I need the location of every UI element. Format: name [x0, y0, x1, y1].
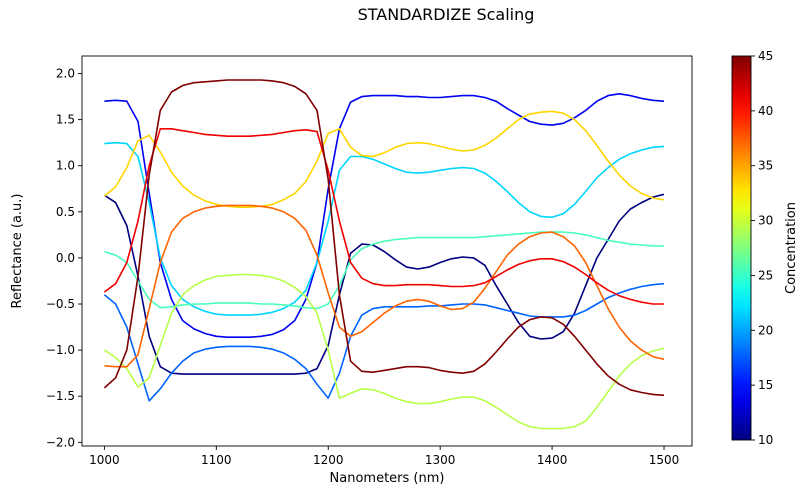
y-tick-label: 1.5 — [56, 113, 75, 127]
x-tick-label: 1200 — [313, 453, 344, 467]
series-line-17.8 — [103, 282, 665, 402]
x-axis: 1000 1100 1200 1300 1400 1500 — [89, 446, 679, 467]
y-axis: −2.0 −1.5 −1.0 −0.5 0.0 0.5 1.0 1.5 2.0 — [46, 67, 82, 449]
colorbar-tick-label: 35 — [758, 159, 773, 173]
y-tick-label: 0.5 — [56, 205, 75, 219]
y-tick-label: −0.5 — [46, 297, 75, 311]
x-tick-label: 1100 — [201, 453, 232, 467]
x-tick-label: 1500 — [649, 453, 680, 467]
y-axis-label: Reflectance (a.u.) — [10, 194, 25, 309]
series-lines — [103, 79, 665, 430]
x-tick-label: 1300 — [425, 453, 456, 467]
x-axis-label: Nanometers (nm) — [330, 471, 445, 486]
colorbar — [731, 55, 752, 441]
y-tick-label: −2.0 — [46, 435, 75, 449]
y-tick-label: 1.0 — [56, 159, 75, 173]
x-tick-label: 1000 — [89, 453, 120, 467]
colorbar-tick-label: 40 — [758, 104, 773, 118]
series-line-10.0 — [103, 193, 665, 375]
colorbar-tick-label: 30 — [758, 214, 773, 228]
colorbar-tick-label: 15 — [758, 378, 773, 392]
y-tick-label: −1.0 — [46, 343, 75, 357]
y-tick-label: 0.0 — [56, 251, 75, 265]
chart-title: STANDARDIZE Scaling — [358, 5, 535, 24]
colorbar-tick-label: 45 — [758, 49, 773, 63]
y-tick-label: −1.5 — [46, 389, 75, 403]
colorbar-tick-label: 25 — [758, 268, 773, 282]
series-line-33.3 — [103, 110, 665, 208]
series-line-45.0 — [103, 79, 665, 397]
series-line-29.4 — [103, 273, 665, 430]
series-line-13.9 — [104, 93, 665, 339]
colorbar-axis: 10 15 20 25 30 35 40 45 — [751, 49, 773, 447]
x-tick-label: 1400 — [537, 453, 568, 467]
y-tick-label: 2.0 — [56, 67, 75, 81]
series-line-37.2 — [104, 204, 665, 368]
series-line-21.7 — [104, 141, 665, 316]
colorbar-tick-label: 20 — [758, 323, 773, 337]
colorbar-tick-label: 10 — [758, 433, 773, 447]
series-line-41.1 — [103, 128, 664, 305]
plot-frame — [81, 55, 693, 447]
series-line-25.6 — [104, 231, 664, 310]
colorbar-label: Concentration — [784, 202, 799, 294]
